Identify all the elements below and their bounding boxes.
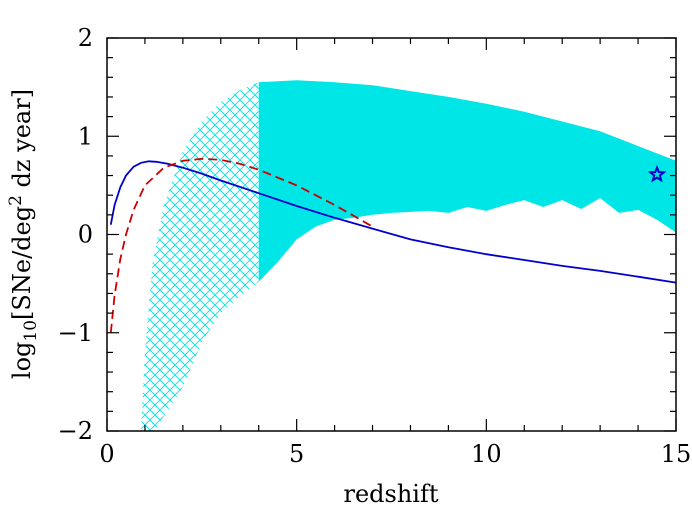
y-tick-label: 2 [78, 24, 93, 52]
y-tick-label: −1 [58, 319, 93, 347]
star-marker [647, 164, 667, 183]
band-filled-region [258, 80, 676, 282]
tick-labels: 0 5 10 15 −2 −1 0 1 2 [58, 24, 692, 468]
x-tick-label: 15 [661, 440, 692, 468]
solid-series-line [109, 160, 676, 284]
dashed-series-line [109, 157, 373, 333]
y-axis-title-superscript: 2 [6, 195, 26, 206]
x-axis-title: redshift [343, 480, 438, 508]
y-axis-title-suffix: dz year] [8, 89, 36, 195]
y-tick-label: −2 [58, 417, 93, 445]
y-tick-label: 1 [78, 122, 93, 150]
x-tick-label: 0 [99, 440, 114, 468]
y-axis-title-prefix: log [8, 342, 36, 380]
y-axis-title-subscript: 10 [21, 320, 41, 342]
y-tick-label: 0 [78, 221, 93, 249]
y-axis-title-body: [SNe/deg [8, 206, 36, 320]
axis-ticks [106, 37, 677, 432]
x-tick-label: 5 [289, 440, 304, 468]
x-tick-label: 10 [471, 440, 502, 468]
plot-area [109, 80, 676, 431]
band-crosshatch-region [141, 82, 259, 431]
y-axis-title: log10[SNe/deg2 dz year] [6, 89, 41, 379]
